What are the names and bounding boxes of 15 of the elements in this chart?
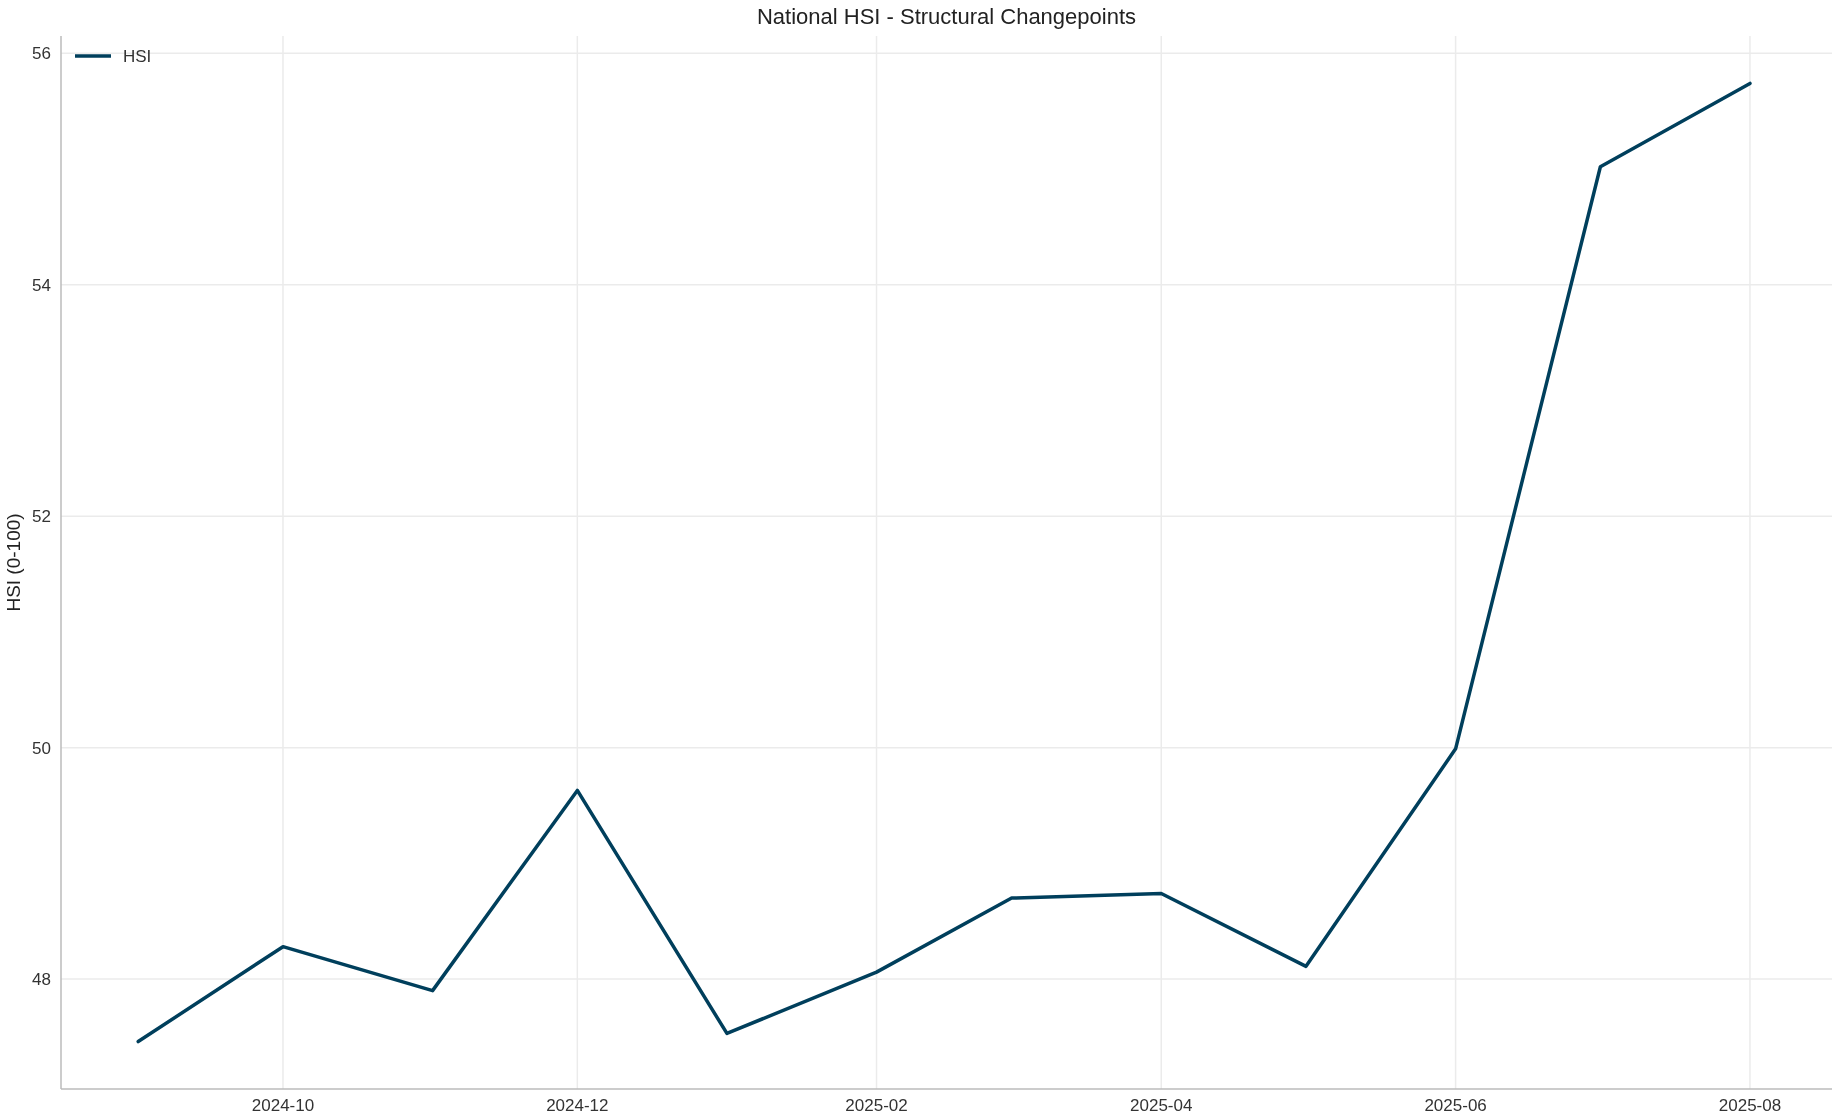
y-tick-label: 52 bbox=[32, 507, 51, 527]
x-tick-label: 2024-12 bbox=[546, 1096, 609, 1115]
legend-label: HSI bbox=[123, 46, 152, 66]
x-tick-label: 2025-08 bbox=[1718, 1096, 1782, 1115]
y-tick-label: 48 bbox=[32, 970, 51, 990]
x-tick-label: 2024-10 bbox=[251, 1096, 315, 1115]
x-tick-label: 2025-06 bbox=[1424, 1096, 1487, 1115]
y-tick-label: 56 bbox=[32, 44, 51, 64]
y-tick-label: 54 bbox=[32, 275, 51, 295]
x-tick-label: 2025-04 bbox=[1130, 1096, 1193, 1115]
x-tick-label: 2025-02 bbox=[845, 1096, 908, 1115]
chart-title: National HSI - Structural Changepoints bbox=[756, 4, 1137, 29]
y-axis-title: HSI (0-100) bbox=[3, 513, 24, 612]
line-series bbox=[136, 81, 1752, 1044]
y-tick-label: 50 bbox=[32, 738, 51, 758]
